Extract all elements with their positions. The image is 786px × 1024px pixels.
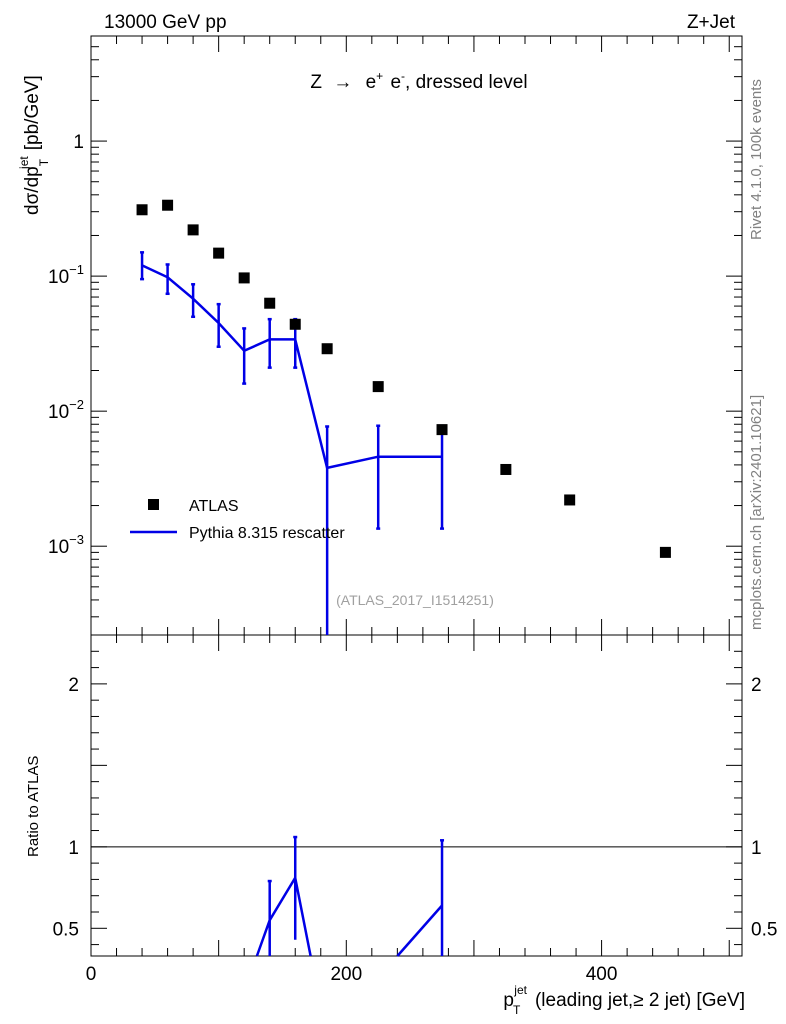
ratio-series [255,835,445,957]
atlas-point [372,381,384,393]
ratio-y-tick-label-left: 2 [68,675,79,696]
legend-pythia-label: Pythia 8.315 rescatter [189,525,345,542]
main-y-axis-label: dσ/dpTjet[pb/GeV] [17,75,51,215]
x-tick-label: 400 [586,964,618,985]
atlas-point [500,463,512,475]
main-series [136,199,671,635]
legend-atlas-marker [148,499,159,510]
atlas-point [187,224,199,236]
pythia-line [141,264,442,470]
mcplots-label: mcplots.cern.ch [arXiv:2401.10621] [748,395,765,630]
ratio-axis-ticks: 0 200 400 0.5 0.5 1 1 2 2 [53,635,777,985]
atlas-point [289,318,301,330]
legend: ATLAS Pythia 8.315 rescatter [130,498,345,542]
main-plot-frame [90,35,743,636]
atlas-point [238,272,250,284]
x-axis-label: pTjet (leading jet,≥ 2 jet) [GeV] [503,983,745,1017]
atlas-point [213,247,225,259]
ratio-y-tick-label-left: 1 [68,838,79,859]
legend-atlas-label: ATLAS [189,498,239,515]
x-tick-label: 0 [86,964,97,985]
atlas-point [136,204,148,216]
y-tick-label: 10−3 [48,532,84,558]
y-tick-label: 10−2 [48,397,84,423]
x-tick-label: 200 [330,964,362,985]
y-tick-label: 10−1 [48,262,84,288]
ratio-y-axis-label: Ratio to ATLAS [25,756,42,857]
ratio-y-tick-label-right: 2 [751,675,762,696]
ratio-y-tick-label-left: 0.5 [53,919,79,940]
rivet-label: Rivet 4.1.0, 100k events [748,79,765,240]
ratio-y-tick-label-right: 1 [751,838,762,859]
atlas-point [564,494,576,506]
analysis-annotation: (ATLAS_2017_I1514251) [336,592,494,608]
atlas-point [264,297,276,309]
header-right: Z+Jet [687,12,736,33]
ratio-y-tick-label-right: 0.5 [751,919,777,940]
main-axis-ticks: 1 10−1 10−2 10−3 [48,35,742,635]
y-tick-label: 1 [73,132,84,153]
ratio-line [255,874,312,957]
atlas-point [436,424,448,436]
atlas-point [659,546,671,558]
atlas-point [162,199,174,211]
header-left: 13000 GeV pp [104,12,227,33]
ratio-line [396,904,443,957]
plot-title: Z → e+ e-, dressed level [310,64,527,93]
atlas-point [321,343,333,355]
ratio-plot-frame [90,634,743,957]
